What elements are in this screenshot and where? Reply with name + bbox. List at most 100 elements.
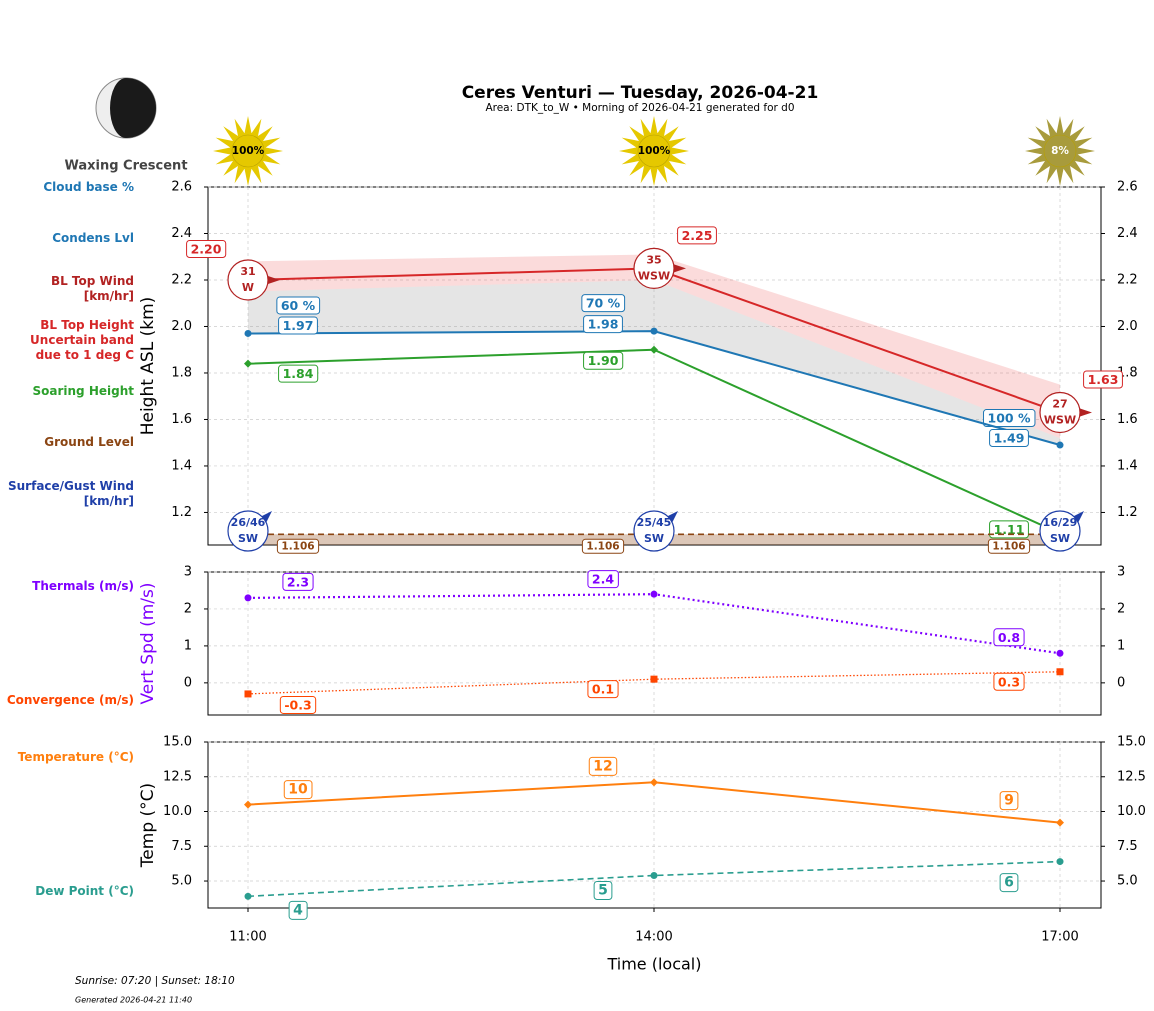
value-label: 9	[1004, 793, 1014, 809]
marker	[1056, 649, 1064, 657]
value-label: 100 %	[988, 411, 1031, 426]
legend-label: Cloud base %	[43, 180, 134, 194]
value-label-box	[1083, 370, 1123, 389]
value-label: 4	[293, 902, 303, 918]
y2-tick-label: 1	[1117, 638, 1125, 653]
value-label: 0.8	[998, 630, 1020, 645]
y2-tick-label: 2.2	[1117, 272, 1138, 287]
value-label: 6	[1004, 875, 1014, 891]
y2-tick-label: 2	[1117, 601, 1125, 616]
y-tick-label: 2.4	[171, 226, 192, 241]
y-tick-label: 7.5	[171, 839, 192, 854]
wind-marker	[1039, 510, 1081, 552]
value-label-box	[276, 538, 320, 554]
y-tick-label: 5.0	[171, 874, 192, 889]
y-tick-label: 0	[184, 675, 192, 690]
value-label: 70 %	[586, 296, 621, 311]
y2-tick-label: 1.4	[1117, 458, 1138, 473]
marker	[650, 675, 658, 683]
value-label-box	[989, 429, 1029, 448]
legend-label: BL Top Height Uncertain band due to 1 de…	[30, 318, 134, 362]
y-tick-label: 12.5	[163, 769, 192, 784]
value-label-box	[276, 296, 321, 315]
legend-label: Thermals (m/s)	[32, 579, 134, 593]
chart-title: Ceres Venturi — Tuesday, 2026-04-21	[462, 83, 819, 103]
value-label: 2.4	[592, 572, 614, 587]
marker	[244, 690, 252, 698]
marker	[1056, 441, 1064, 449]
y-tick-label: 1.6	[171, 412, 192, 427]
legend-label: Surface/Gust Wind [km/hr]	[8, 479, 134, 508]
y2-tick-label: 12.5	[1117, 769, 1146, 784]
legend-label: Soaring Height	[32, 384, 135, 398]
wind-speed: 25/45	[637, 516, 672, 529]
wind-direction: WSW	[1044, 413, 1076, 426]
sun-label: 100%	[232, 145, 265, 157]
wind-speed: 31	[240, 265, 255, 278]
marker	[650, 778, 658, 787]
series-line	[247, 860, 1061, 898]
wind-direction: W	[242, 281, 254, 294]
value-label-box	[279, 695, 317, 714]
wind-direction: SW	[1050, 532, 1070, 545]
value-label: 60 %	[281, 298, 316, 313]
y-tick-label: 1.4	[171, 458, 192, 473]
marker	[650, 345, 658, 354]
wind-direction: WSW	[638, 269, 670, 282]
value-label-box	[283, 780, 313, 800]
value-label: 5	[598, 882, 608, 898]
marker	[1056, 818, 1064, 827]
x-tick-label: 14:00	[635, 930, 672, 945]
moon-phase: Waxing Crescent	[64, 159, 187, 174]
marker	[244, 800, 252, 809]
cloud-layer	[248, 280, 1060, 445]
generated: Generated 2026-04-21 11:40	[75, 996, 192, 1005]
sun	[231, 134, 265, 168]
value-label-box	[583, 351, 624, 370]
sun-label: 8%	[1051, 145, 1069, 157]
value-label: 1.97	[283, 318, 314, 333]
wind-direction: SW	[644, 532, 664, 545]
value-label-box	[677, 226, 717, 245]
y-tick-label: 3	[184, 565, 192, 580]
legend-label: Temperature (°C)	[17, 750, 134, 764]
wind-speed: 27	[1052, 397, 1067, 410]
marker	[244, 892, 252, 900]
wind-arrow	[268, 275, 280, 284]
value-label-box	[278, 364, 319, 383]
value-label-box	[999, 791, 1019, 811]
value-label: 1.98	[588, 317, 619, 332]
y-tick-label: 1	[184, 638, 192, 653]
value-label: 10	[288, 782, 308, 798]
wind-arrow	[1080, 408, 1092, 417]
value-label-box	[583, 315, 623, 334]
y-axis-label: Height ASL (km)	[138, 297, 158, 436]
legend-label: Convergence (m/s)	[6, 693, 134, 707]
wind-direction: SW	[238, 532, 258, 545]
x-tick-label: 17:00	[1041, 930, 1078, 945]
y2-tick-label: 1.6	[1117, 412, 1138, 427]
value-label-box	[587, 570, 619, 589]
value-label: 1.84	[283, 366, 314, 381]
value-label: 1.106	[281, 540, 314, 552]
sun	[637, 134, 671, 168]
value-label: 2.25	[682, 228, 713, 243]
value-label-box	[587, 680, 619, 699]
y2-tick-label: 10.0	[1117, 804, 1146, 819]
value-label: 1.90	[588, 353, 619, 368]
marker	[650, 327, 658, 335]
value-label: -0.3	[284, 697, 311, 712]
y-tick-label: 2.2	[171, 272, 192, 287]
value-label-box	[993, 672, 1025, 691]
y2-tick-label: 2.4	[1117, 226, 1138, 241]
value-label-box	[186, 239, 227, 258]
value-label-box	[593, 880, 613, 900]
value-label-box	[987, 538, 1031, 554]
y2-tick-label: 2.6	[1117, 180, 1138, 195]
y-tick-label: 1.2	[171, 505, 192, 520]
value-label: 1.106	[586, 540, 619, 552]
y2-tick-label: 5.0	[1117, 874, 1138, 889]
sun-times: Sunrise: 07:20 | Sunset: 18:10	[75, 975, 235, 987]
x-axis-label: Time (local)	[606, 955, 701, 974]
